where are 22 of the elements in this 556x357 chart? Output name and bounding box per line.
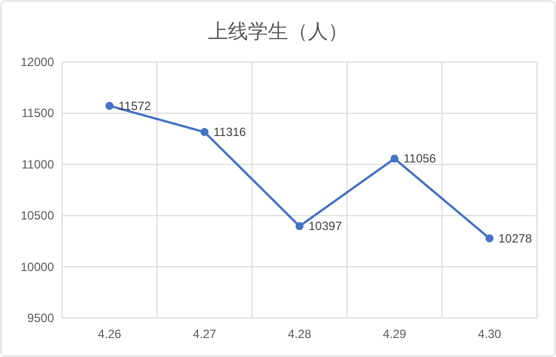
x-tick-label: 4.29 [382,327,406,341]
data-label: 10397 [308,219,342,234]
data-label: 11572 [118,98,152,113]
y-tick-label: 9500 [27,311,54,325]
y-tick-label: 10500 [20,208,54,223]
chart-title: 上线学生（人） [208,21,348,43]
y-tick-label: 11500 [22,106,54,120]
x-tick-label: 4.30 [478,327,502,341]
point [296,222,304,230]
x-tick-label: 4.27 [192,327,216,341]
point [200,128,208,136]
data-label: 10278 [498,231,532,246]
y-tick-label: 11000 [22,157,54,172]
data-label: 11316 [214,125,246,140]
y-tick-label: 12000 [20,55,54,69]
data-label: 11056 [404,152,436,166]
point [486,234,494,242]
point [390,154,398,163]
point [106,102,114,110]
x-tick-label: 4.28 [288,327,312,341]
x-tick-label: 4.26 [98,327,122,341]
y-tick-label: 10000 [20,260,54,274]
